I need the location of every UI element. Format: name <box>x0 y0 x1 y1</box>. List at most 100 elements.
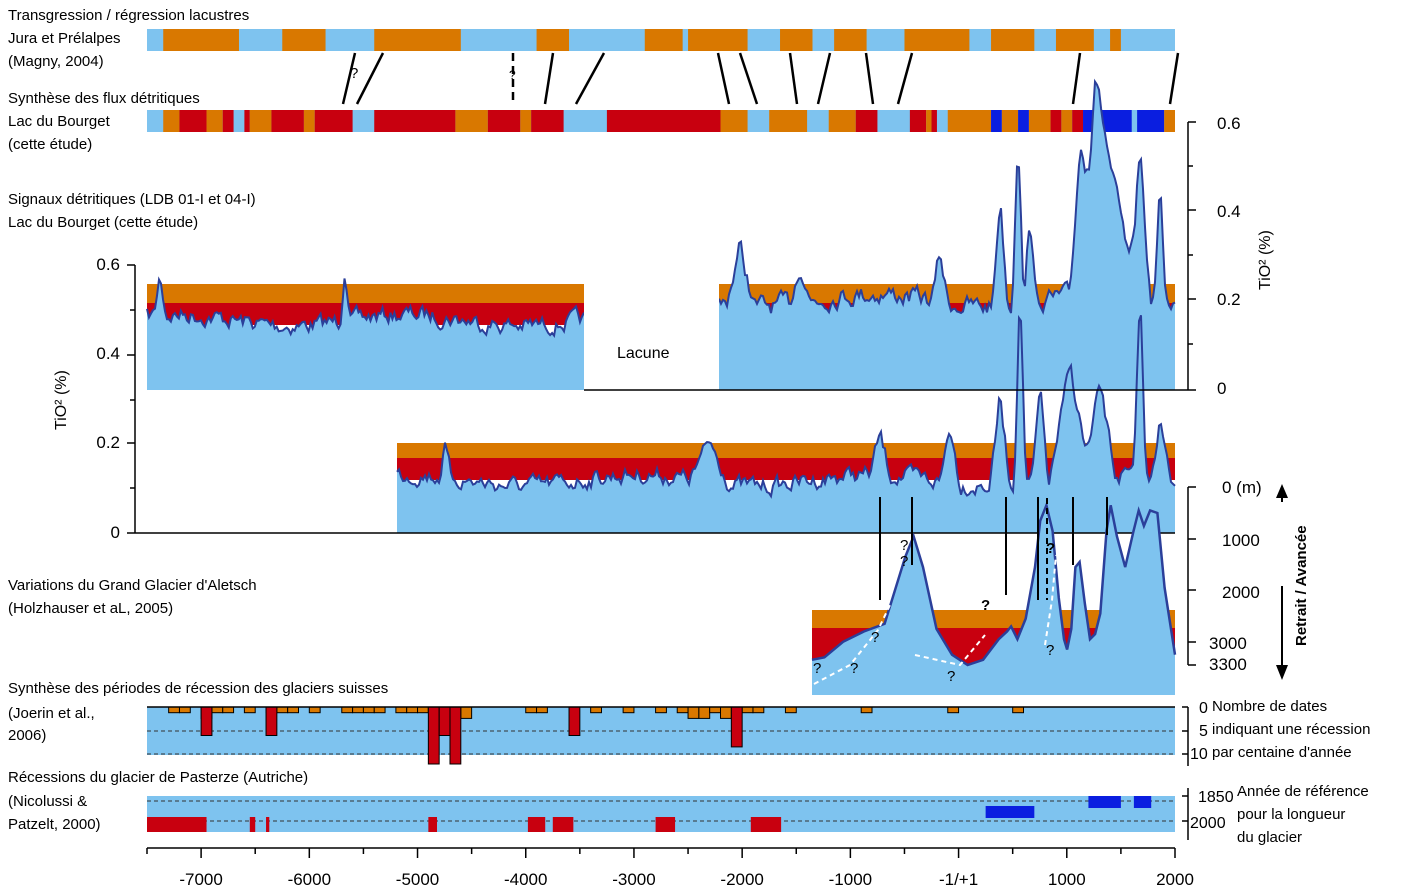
joerin-bar-orange <box>417 706 429 714</box>
upper-signal-b-area <box>719 81 1175 390</box>
correlation-line <box>1168 52 1180 105</box>
x-tick-label: -4000 <box>504 870 547 888</box>
joerin-bar-orange <box>352 706 364 714</box>
aletsch-question-mark: ? <box>900 537 908 554</box>
aletsch-uncertain-2 <box>914 634 986 667</box>
joerin-right-1: Nombre de dates <box>1212 698 1328 715</box>
joerin-bar-orange <box>276 706 289 714</box>
joerin-right-3: par centaine d'année <box>1212 744 1352 761</box>
x-tick-label: -5000 <box>396 870 439 888</box>
magny-band <box>282 29 326 51</box>
joerin-bar-red <box>427 706 440 765</box>
bourget-band <box>303 110 315 132</box>
bourget-band <box>1137 110 1165 132</box>
x-tick-label: -1000 <box>829 870 872 888</box>
joerin-bar-orange <box>622 706 635 714</box>
joerin-bar-orange <box>676 706 689 714</box>
bourget-band <box>487 110 521 132</box>
joerin-title: Synthèse des périodes de récession des g… <box>8 680 389 697</box>
magny-band <box>163 29 239 51</box>
arrow-down-head <box>1276 665 1288 680</box>
magny-band <box>688 29 748 51</box>
pasterze-source-1: (Nicolussi & <box>8 793 88 810</box>
bourget-band <box>314 110 353 132</box>
pasterze-red-mark <box>655 817 676 832</box>
aletsch-question-mark: ? <box>981 597 990 614</box>
joerin-bar-orange <box>947 706 960 714</box>
bourget-band <box>828 110 856 132</box>
upper-signal-a-area <box>147 278 584 390</box>
x-tick-label: -2000 <box>720 870 763 888</box>
bourget-band <box>249 110 272 132</box>
bourget-band <box>206 110 223 132</box>
axes <box>127 121 1196 858</box>
magny-band <box>644 29 683 51</box>
left-y-tick-label: 0.6 <box>96 255 120 274</box>
magny-band <box>904 29 970 51</box>
bourget-band <box>520 110 532 132</box>
aletsch-axis-label: Retrait / Avancée <box>1293 525 1310 646</box>
bourget-band <box>179 110 207 132</box>
joerin-source-2: 2006) <box>8 727 47 744</box>
joerin-tick-label: 10 <box>1190 746 1208 763</box>
right-y-tick-label: 0.2 <box>1217 290 1241 309</box>
magny-band <box>374 29 461 51</box>
joerin-bar-orange <box>373 706 386 714</box>
correlation-line <box>816 52 832 105</box>
synthese-title: Synthèse des flux détritiques <box>8 90 200 107</box>
lower-signal-red-band <box>397 458 1175 480</box>
bourget-band <box>1061 110 1073 132</box>
signaux-title: Signaux détritiques (LDB 01-I et 04-I) <box>8 191 256 208</box>
joerin-bar-orange <box>406 706 419 714</box>
joerin-tick-label: 5 <box>1199 723 1208 740</box>
x-tick-label: -6000 <box>288 870 331 888</box>
left-y-tick-label: 0.2 <box>96 433 120 452</box>
right-y-tick-label: 0 <box>1217 379 1226 398</box>
joerin-bar-red <box>265 706 278 736</box>
pasterze-red-mark <box>527 817 546 832</box>
pasterze-red-mark <box>552 817 574 832</box>
joerin-bar-orange <box>460 706 473 719</box>
joerin-bar-orange <box>222 706 235 714</box>
joerin-bar-red <box>730 706 743 748</box>
bourget-band <box>855 110 878 132</box>
joerin-bar-orange <box>341 706 354 714</box>
transgression-title: Transgression / régression lacustres <box>8 7 250 24</box>
x-tick-label: -3000 <box>612 870 655 888</box>
correlation-line <box>738 52 759 105</box>
lower-signal-line <box>396 314 1176 499</box>
pasterze-tick-label: 1850 <box>1198 789 1234 806</box>
x-tick-label: -7000 <box>179 870 222 888</box>
correlation-line <box>864 52 875 105</box>
bourget-band <box>455 110 488 132</box>
bourget-band <box>531 110 564 132</box>
correlation-line <box>716 52 731 105</box>
joerin-tick-label: 0 <box>1199 700 1208 717</box>
left-y-axis-label: TiO² (%) <box>53 370 70 430</box>
correlation-line <box>341 52 357 105</box>
joerin-bar-orange <box>525 706 538 714</box>
pasterze-red-mark <box>147 817 207 832</box>
joerin-bar-orange <box>687 706 700 719</box>
joerin-bar-orange <box>655 706 667 714</box>
aletsch-tick-label: 3000 <box>1209 634 1247 653</box>
aletsch-tick-label: 2000 <box>1222 583 1260 602</box>
bourget-band <box>1050 110 1062 132</box>
right-y-axis-label: TiO² (%) <box>1257 230 1274 290</box>
pasterze-panel <box>147 788 1189 840</box>
bourget-band <box>374 110 456 132</box>
bourget-band <box>991 110 1002 132</box>
aletsch-tick-label: 1000 <box>1222 531 1260 550</box>
joerin-bar-orange <box>362 706 375 714</box>
x-tick-label: -1/+1 <box>939 870 978 888</box>
pasterze-red-mark <box>428 817 438 832</box>
aletsch-question-mark: ? <box>900 553 908 570</box>
bourget-band <box>163 110 180 132</box>
synthese-line2: Lac du Bourget <box>8 113 110 130</box>
aletsch-bottom <box>812 695 1175 697</box>
tick-labels: -7000 -6000 -5000 -4000 -3000 -2000 -1000 -1/+1… <box>53 114 1274 888</box>
correlation-line <box>355 52 385 105</box>
aletsch-question-mark: ? <box>850 660 858 677</box>
joerin-bar-orange <box>741 706 754 714</box>
bourget-band <box>1018 110 1029 132</box>
